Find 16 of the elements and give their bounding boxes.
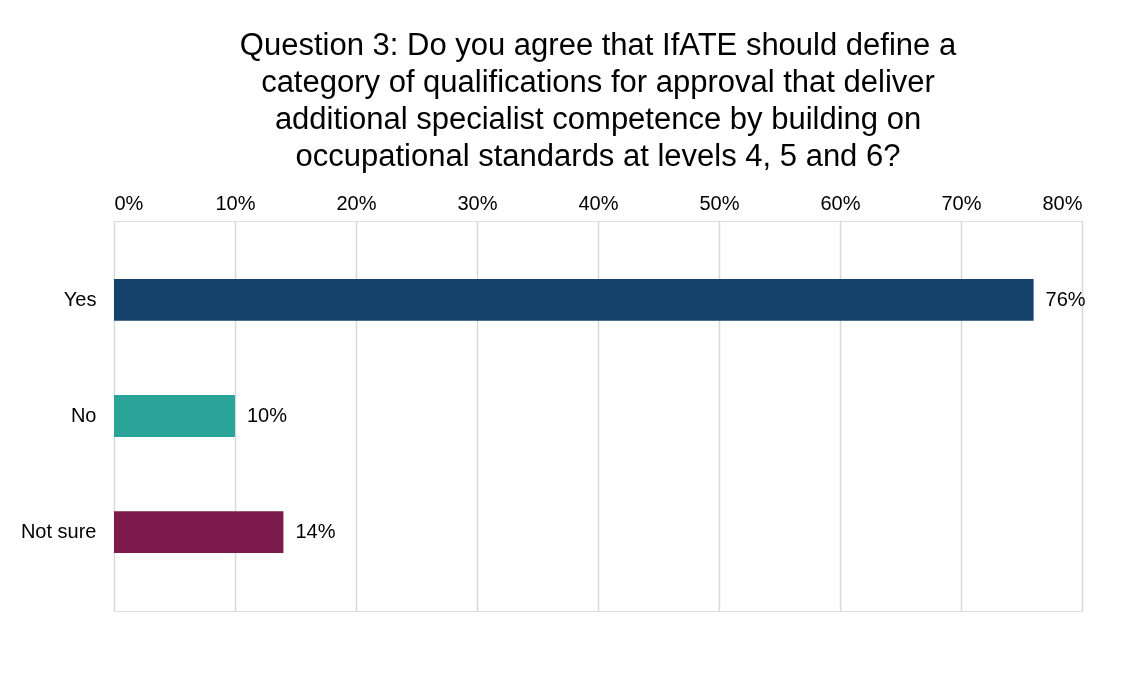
x-tick-label: 50%	[699, 191, 740, 214]
y-tick-label: Not sure	[20, 520, 97, 543]
data-label: 76%	[1045, 287, 1086, 310]
y-tick-label: Yes	[63, 287, 97, 310]
x-tick-label: 70%	[941, 191, 982, 214]
data-label: 10%	[247, 404, 288, 426]
x-tick-label: 20%	[336, 191, 377, 214]
x-tick-label: 0%	[114, 191, 144, 214]
x-tick-label: 80%	[1042, 191, 1083, 214]
x-tick-label: 10%	[215, 191, 256, 214]
x-tick-label: 30%	[457, 191, 498, 214]
data-label: 14%	[295, 520, 336, 543]
x-tick-label: 40%	[578, 191, 619, 214]
chart-title: Question 3: Do you agree that IfATE should define a category of qualifications for approval that deliver additional specialist competence by building on occupational standards at levels 4, 5 and 6?	[239, 27, 957, 173]
x-tick-label: 60%	[820, 191, 861, 214]
y-tick-label: No	[70, 404, 97, 426]
